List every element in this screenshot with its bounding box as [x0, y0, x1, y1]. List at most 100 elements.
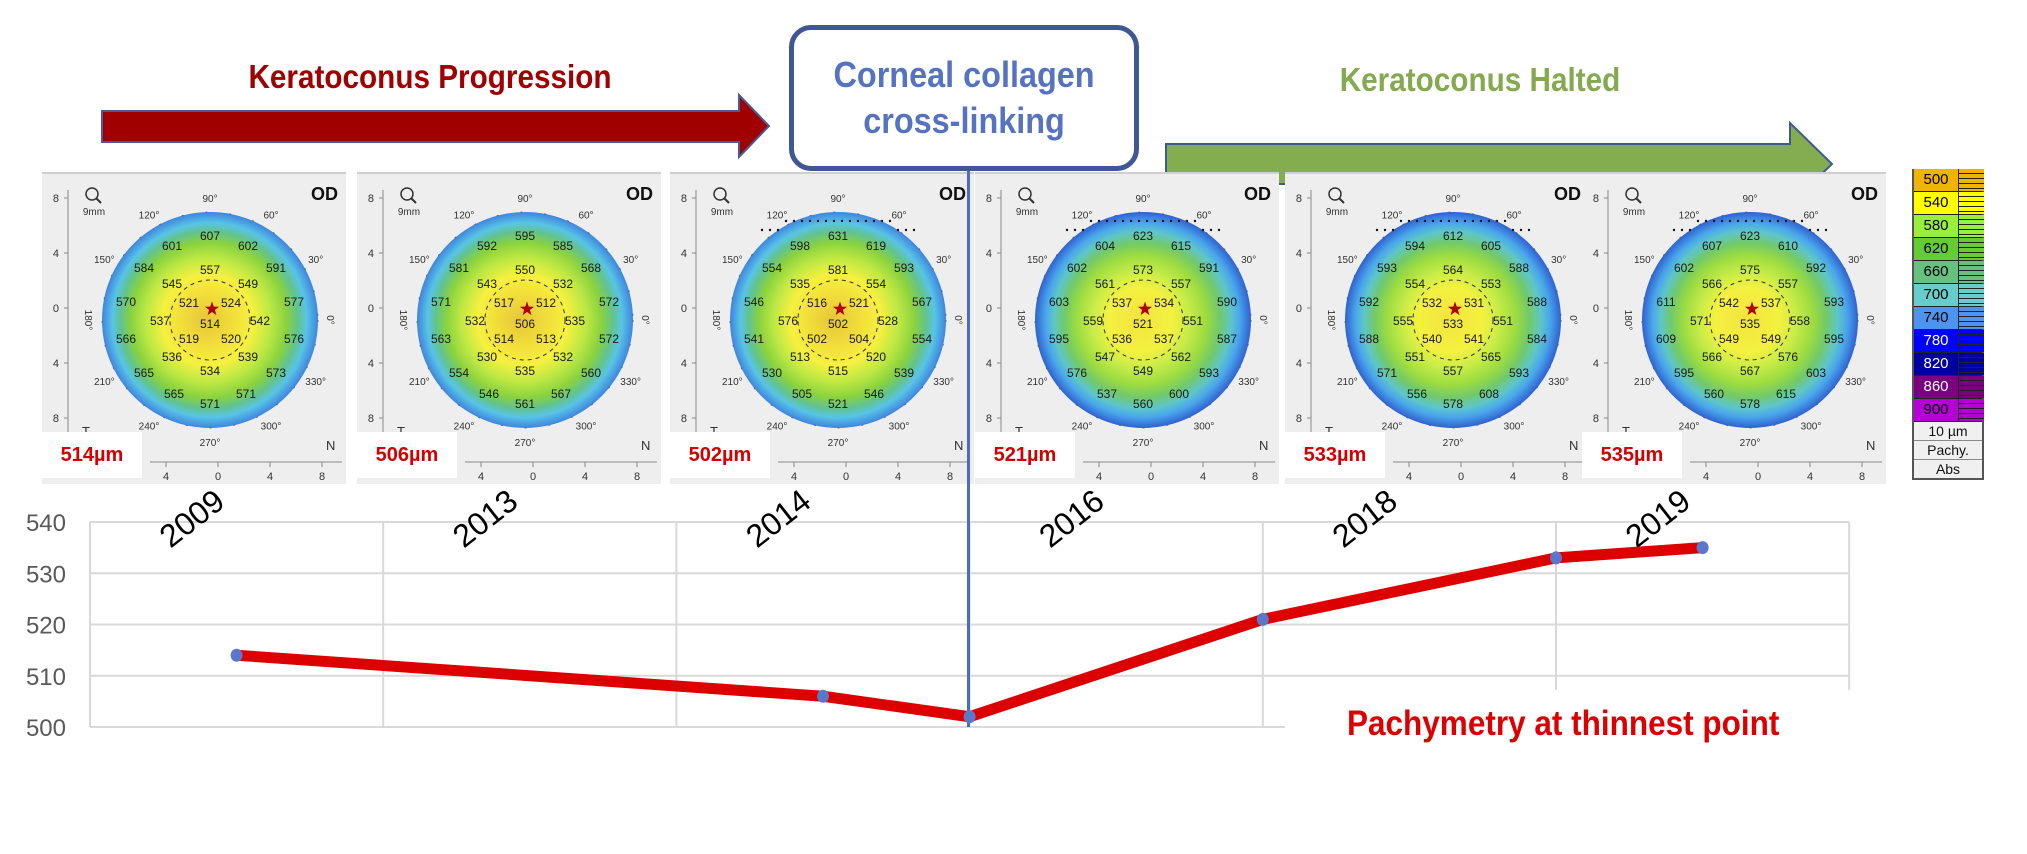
angle-label: 330°	[620, 377, 641, 388]
map-x-tick: 8	[1562, 471, 1568, 483]
legend-step: 700	[1914, 284, 1984, 307]
map-x-tick: 4	[1096, 471, 1102, 483]
angle-label: 150°	[1337, 255, 1358, 266]
angle-label: 90°	[1742, 194, 1757, 205]
angle-label: 270°	[1443, 438, 1464, 449]
angle-label: 330°	[1548, 377, 1569, 388]
map-x-tick: 4	[478, 471, 484, 483]
thickness-value-middle: 551	[1183, 314, 1203, 328]
thickness-value-outer: 567	[551, 387, 571, 401]
thickness-value-inner: 521	[849, 296, 869, 310]
thinnest-point-star-icon	[519, 301, 535, 316]
angle-label: 210°	[409, 377, 430, 388]
angle-label: 240°	[1679, 422, 1700, 433]
angle-label: 300°	[1801, 422, 1822, 433]
thickness-value-outer: 585	[553, 239, 573, 253]
thickness-value-outer: 591	[1199, 261, 1219, 275]
thickness-value-center: 506	[515, 317, 535, 331]
thickness-value-outer: 607	[200, 229, 220, 243]
zoom-magnifier-icon[interactable]	[400, 187, 417, 204]
zoom-magnifier-icon[interactable]	[713, 187, 730, 204]
thickness-value-middle: 539	[238, 350, 258, 364]
thickness-value-outer: 593	[1199, 366, 1219, 380]
angle-label: 120°	[139, 210, 160, 221]
angle-label: 60°	[1506, 210, 1521, 221]
eye-label: OD	[1851, 184, 1878, 204]
map-y-tick: 4	[368, 248, 374, 260]
map-x-tick: 0	[215, 471, 221, 483]
thickness-value-outer: 623	[1740, 229, 1760, 243]
thickness-value-outer: 584	[1527, 332, 1547, 346]
map-x-tick: 0	[1458, 471, 1464, 483]
map-x-tick: 8	[634, 471, 640, 483]
angle-label: 60°	[891, 210, 906, 221]
angle-label: 120°	[767, 210, 788, 221]
thickness-value-middle: 532	[553, 350, 573, 364]
map-x-tick: 4	[895, 471, 901, 483]
map-y-tick: 0	[681, 303, 687, 315]
temporal-label: T	[1622, 424, 1630, 439]
thickness-value-center: 502	[828, 317, 848, 331]
map-y-tick: 4	[1296, 248, 1302, 260]
map-x-tick: 8	[319, 471, 325, 483]
thickness-value-outer: 584	[134, 261, 154, 275]
thinnest-point-star-icon	[204, 301, 220, 316]
thickness-value-middle: 557	[1171, 277, 1191, 291]
thickness-value-center: 521	[1133, 317, 1153, 331]
angle-label: 0°	[952, 315, 963, 325]
thickness-value-center: 533	[1443, 317, 1463, 331]
thickness-value-middle: 566	[1702, 277, 1722, 291]
angle-label: 240°	[1382, 422, 1403, 433]
pachymetry-map-2009: 8 4 0 4 8 4 0 4 8 T N 90° 120° 150° 180° 210° 240° 270° 30…	[42, 172, 346, 484]
thickness-value-middle: 566	[1702, 350, 1722, 364]
thickness-value-middle: 561	[1095, 277, 1115, 291]
angle-label: 90°	[517, 194, 532, 205]
thickness-value-outer: 631	[828, 229, 848, 243]
map-canvas: 8 4 0 4 8 4 0 4 8 T N 90° 120° 150° 180° 210° 240° 270° 30…	[1296, 184, 1585, 483]
angle-label: 30°	[623, 255, 638, 266]
angle-label: 330°	[1845, 377, 1866, 388]
thickness-value-middle: 530	[477, 350, 497, 364]
legend-step-value: 780	[1914, 330, 1958, 352]
thickness-value-outer: 602	[1067, 261, 1087, 275]
thickness-value-outer: 554	[762, 261, 782, 275]
thickness-value-outer: 571	[431, 295, 451, 309]
legend-step-swatch	[1958, 330, 1984, 352]
thickness-value-outer: 615	[1776, 387, 1796, 401]
color-scale-legend: 500 540 580 620 660 700 740 780 820 860 900 10 µm …	[1912, 169, 1984, 480]
map-y-tick: 0	[1296, 303, 1302, 315]
thickness-value-middle: 535	[790, 277, 810, 291]
y-tick-label: 500	[26, 715, 66, 742]
thinnest-pachymetry-label: 533µm	[1285, 432, 1385, 478]
legend-step-value: 860	[1914, 376, 1958, 398]
legend-step: 820	[1914, 353, 1984, 376]
angle-label: 300°	[1194, 422, 1215, 433]
zoom-magnifier-icon[interactable]	[1625, 187, 1642, 204]
angle-label: 0°	[639, 315, 650, 325]
map-y-tick: 4	[1296, 358, 1302, 370]
thickness-value-outer: 603	[1049, 295, 1069, 309]
legend-step: 740	[1914, 307, 1984, 330]
nasal-label: N	[1866, 438, 1875, 453]
pachymetry-map-2019: 8 4 0 4 8 4 0 4 8 T N 90° 120° 150° 180° 210° 240° 270° 30…	[1582, 172, 1886, 484]
thickness-value-outer: 567	[912, 295, 932, 309]
angle-label: 120°	[1679, 210, 1700, 221]
zoom-magnifier-icon[interactable]	[85, 187, 102, 204]
zoom-magnifier-icon[interactable]	[1018, 187, 1035, 204]
zoom-magnifier-icon[interactable]	[1328, 187, 1345, 204]
thickness-value-outer: 588	[1509, 261, 1529, 275]
angle-label: 150°	[1634, 255, 1655, 266]
legend-step-swatch	[1958, 192, 1984, 214]
map-y-tick: 4	[53, 248, 59, 260]
legend-step-swatch	[1958, 376, 1984, 398]
thinnest-pachymetry-label: 502µm	[670, 432, 770, 478]
legend-step: 580	[1914, 215, 1984, 238]
temporal-label: T	[710, 424, 718, 439]
map-x-tick: 4	[1200, 471, 1206, 483]
thickness-value-outer: 572	[599, 332, 619, 346]
angle-label: 60°	[1803, 210, 1818, 221]
angle-label: 330°	[305, 377, 326, 388]
map-y-tick: 4	[53, 358, 59, 370]
map-x-tick: 0	[1755, 471, 1761, 483]
angle-label: 150°	[722, 255, 743, 266]
